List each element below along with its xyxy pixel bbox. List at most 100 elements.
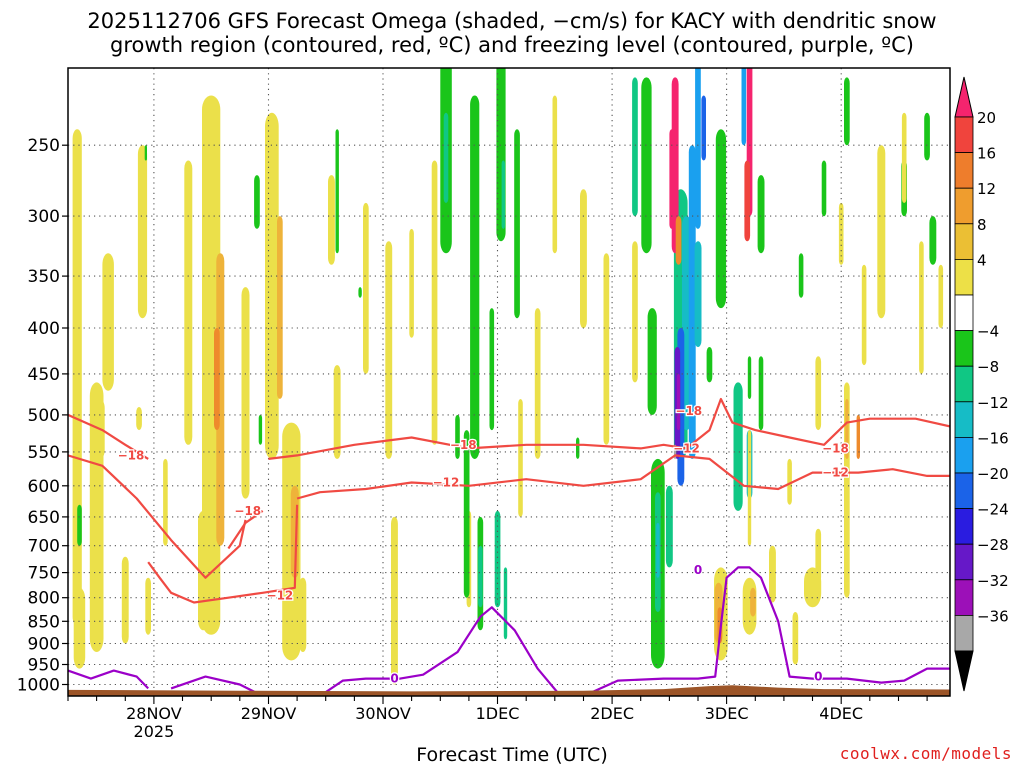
x-tick-label-0: 28NOV	[126, 704, 182, 723]
y-tick-label-950: 950	[28, 656, 60, 676]
omega-shade-20	[333, 365, 341, 459]
contour-label-10: 0	[694, 563, 702, 577]
omega-shade-87	[744, 160, 751, 242]
contour-0-0	[68, 669, 149, 690]
omega-shade-78	[741, 68, 747, 146]
omega-shade-110	[938, 264, 944, 328]
omega-shade-88	[675, 216, 682, 265]
colorbar-label-11: −28	[977, 536, 1009, 554]
omega-shade-7	[136, 407, 142, 431]
omega-shade-10	[216, 253, 225, 546]
omega-shade-97	[787, 458, 792, 505]
omega-shade-23	[385, 241, 393, 459]
colorbar-box-0	[954, 116, 974, 153]
omega-shade-108	[838, 202, 844, 265]
omega-shade-59	[844, 77, 850, 146]
colorbar-box-13	[954, 579, 974, 616]
omega-shade-95	[750, 587, 756, 617]
omega-shade-3	[102, 253, 114, 391]
colorbar-box-9	[954, 436, 974, 474]
omega-shade-61	[924, 112, 930, 161]
omega-shade-69	[688, 145, 696, 459]
omega-shade-52	[358, 287, 362, 298]
omega-shade-109	[861, 264, 867, 366]
omega-shade-62	[929, 216, 937, 265]
colorbar-label-4: 4	[977, 251, 987, 269]
y-tick-label-1000: 1000	[17, 676, 60, 696]
x-tick-label-4: 2DEC	[590, 704, 634, 723]
y-tick-label-700: 700	[28, 537, 60, 557]
omega-shade-83	[656, 522, 660, 578]
colorbar-box-4	[954, 258, 974, 296]
omega-shade-55	[641, 77, 652, 254]
contour-label-11: 0	[814, 670, 822, 684]
omega-shade-58	[821, 160, 827, 217]
y-tick-label-300: 300	[28, 207, 60, 227]
x-tick-label-2: 30NOV	[355, 704, 411, 723]
omega-shade-98	[747, 430, 752, 546]
colorbar-box-1	[954, 152, 974, 189]
contour-0-1	[170, 675, 264, 696]
colorbar-box-2	[954, 187, 974, 225]
contour-label-5: −12	[267, 588, 294, 602]
omega-shade-105	[877, 145, 886, 319]
colorbar-label-3: 8	[977, 216, 987, 234]
omega-shade-85	[669, 129, 674, 229]
contour-label-4: −18	[822, 441, 849, 455]
y-tick-label-550: 550	[28, 443, 60, 463]
contour-label-1: −18	[234, 504, 261, 518]
contour-label-6: −12	[433, 476, 460, 490]
colorbar-box-12	[954, 543, 974, 581]
chart-title-line1: 2025112706 GFS Forecast Omega (shaded, −…	[87, 9, 937, 33]
omega-shade-39	[455, 414, 460, 459]
omega-shade-70	[694, 241, 702, 347]
colorbar-box-7	[954, 365, 974, 403]
omega-shade-21	[328, 175, 335, 265]
omega-shade-76	[701, 95, 706, 161]
colorbar-box-5	[954, 294, 974, 331]
terrain-fill	[68, 685, 950, 696]
omega-shading-layer	[72, 68, 944, 685]
omega-shade-19	[299, 577, 307, 652]
omega-shade-36	[258, 414, 263, 445]
colorbar-box-3	[954, 223, 974, 260]
colorbar-box-14	[954, 615, 974, 652]
credit-link[interactable]: coolwx.com/models	[839, 744, 1012, 763]
colorbar-label-13: −36	[977, 607, 1009, 625]
omega-shade-2	[73, 587, 86, 669]
colorbar-label-5: −4	[977, 323, 999, 341]
omega-shade-111	[901, 112, 907, 203]
omega-shade-47	[478, 545, 483, 608]
omega-shade-89	[706, 347, 713, 383]
omega-shade-15	[265, 112, 279, 460]
y-tick-label-600: 600	[28, 477, 60, 497]
contour-m12-1	[147, 504, 299, 604]
colorbar-label-9: −20	[977, 465, 1009, 483]
contour-label-2: −18	[450, 438, 477, 452]
colorbar-box-6	[954, 330, 974, 367]
omega-shade-64	[647, 308, 657, 415]
omega-shade-106	[919, 241, 924, 374]
omega-shade-81	[758, 356, 764, 431]
omega-shade-24	[431, 160, 438, 445]
y-tick-label-500: 500	[28, 406, 60, 426]
omega-shade-77	[715, 129, 727, 309]
omega-shade-16	[277, 216, 283, 399]
omega-shade-42	[463, 430, 470, 598]
contour-label-9: 0	[390, 672, 398, 686]
colorbar-label-10: −24	[977, 501, 1009, 519]
omega-shade-73	[676, 373, 681, 431]
omega-shade-50	[443, 112, 449, 203]
colorbar-box-8	[954, 401, 974, 438]
omega-shade-63	[757, 175, 765, 254]
omega-shade-51	[501, 160, 505, 229]
omega-shade-41	[470, 95, 480, 459]
omega-shade-38	[144, 145, 147, 161]
x-axis-title: Forecast Time (UTC)	[416, 744, 608, 766]
plot-frame	[67, 67, 951, 697]
omega-shade-9	[202, 95, 221, 635]
colorbar-label-12: −32	[977, 572, 1009, 590]
chart-title-line2: growth region (contoured, red, ºC) and f…	[110, 33, 914, 57]
